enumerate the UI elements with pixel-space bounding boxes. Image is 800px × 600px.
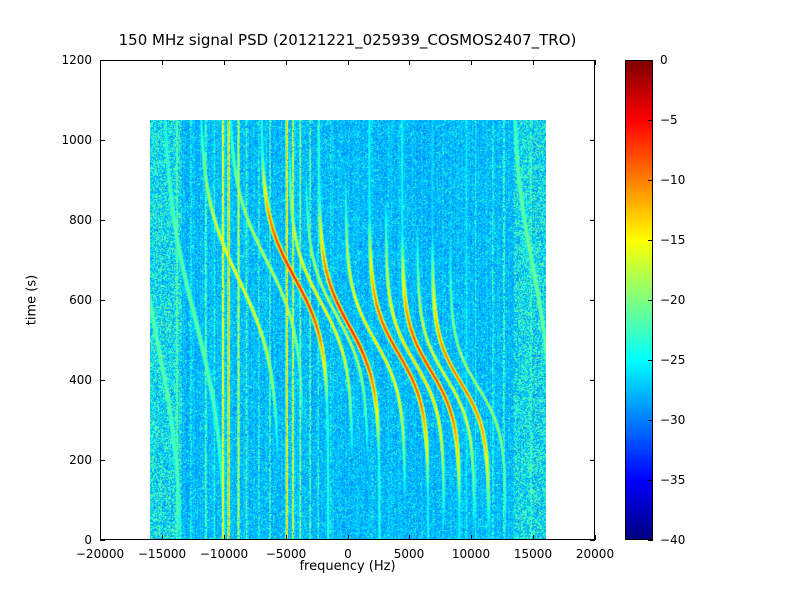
x-tick-label: −5000 <box>252 547 320 561</box>
x-tick-mark <box>224 535 225 540</box>
x-tick-mark <box>409 60 410 65</box>
x-tick-mark <box>162 535 163 540</box>
y-tick-mark <box>100 220 105 221</box>
colorbar-tick-mark <box>648 240 653 241</box>
y-tick-mark <box>100 540 105 541</box>
colorbar-tick-label: −15 <box>660 233 704 247</box>
y-tick-mark <box>100 300 105 301</box>
x-tick-mark <box>286 535 287 540</box>
x-tick-label: 5000 <box>375 547 443 561</box>
x-tick-mark <box>409 535 410 540</box>
chart-title: 150 MHz signal PSD (20121221_025939_COSM… <box>100 31 595 49</box>
x-tick-label: −10000 <box>190 547 258 561</box>
y-tick-label: 600 <box>22 293 92 307</box>
y-tick-mark <box>590 300 595 301</box>
figure: 150 MHz signal PSD (20121221_025939_COSM… <box>0 0 800 600</box>
y-tick-mark <box>590 460 595 461</box>
y-tick-label: 1000 <box>22 133 92 147</box>
x-tick-mark <box>595 535 596 540</box>
colorbar-tick-mark <box>648 480 653 481</box>
y-tick-mark <box>590 60 595 61</box>
y-tick-label: 0 <box>22 533 92 547</box>
y-tick-mark <box>100 140 105 141</box>
x-tick-mark <box>348 60 349 65</box>
x-tick-label: 20000 <box>561 547 629 561</box>
colorbar-tick-label: −30 <box>660 413 704 427</box>
colorbar-tick-mark <box>648 420 653 421</box>
colorbar-tick-label: −5 <box>660 113 704 127</box>
y-tick-label: 1200 <box>22 53 92 67</box>
x-tick-mark <box>533 535 534 540</box>
y-tick-mark <box>100 460 105 461</box>
colorbar-tick-mark <box>648 60 653 61</box>
y-tick-mark <box>100 380 105 381</box>
x-tick-label: −15000 <box>128 547 196 561</box>
colorbar-tick-mark <box>648 180 653 181</box>
x-tick-mark <box>471 535 472 540</box>
x-tick-mark <box>471 60 472 65</box>
colorbar-tick-label: −40 <box>660 533 704 547</box>
colorbar-tick-mark <box>648 360 653 361</box>
y-tick-label: 800 <box>22 213 92 227</box>
y-tick-mark <box>100 60 105 61</box>
x-tick-mark <box>348 535 349 540</box>
colorbar-tick-label: −10 <box>660 173 704 187</box>
colorbar-tick-mark <box>648 300 653 301</box>
x-tick-label: 0 <box>314 547 382 561</box>
y-tick-mark <box>590 380 595 381</box>
colorbar-tick-label: 0 <box>660 53 704 67</box>
y-tick-label: 400 <box>22 373 92 387</box>
x-axis-label: frequency (Hz) <box>100 559 595 574</box>
x-tick-label: −20000 <box>66 547 134 561</box>
spectrogram-image <box>150 120 546 540</box>
x-tick-label: 15000 <box>499 547 567 561</box>
y-tick-mark <box>590 540 595 541</box>
x-tick-mark <box>162 60 163 65</box>
colorbar-tick-label: −35 <box>660 473 704 487</box>
colorbar-tick-mark <box>648 120 653 121</box>
x-tick-mark <box>286 60 287 65</box>
x-tick-mark <box>224 60 225 65</box>
colorbar-tick-label: −20 <box>660 293 704 307</box>
x-tick-label: 10000 <box>437 547 505 561</box>
colorbar-tick-mark <box>648 540 653 541</box>
y-tick-mark <box>590 220 595 221</box>
y-tick-label: 200 <box>22 453 92 467</box>
colorbar-tick-label: −25 <box>660 353 704 367</box>
x-tick-mark <box>533 60 534 65</box>
y-tick-mark <box>590 140 595 141</box>
x-tick-mark <box>595 60 596 65</box>
